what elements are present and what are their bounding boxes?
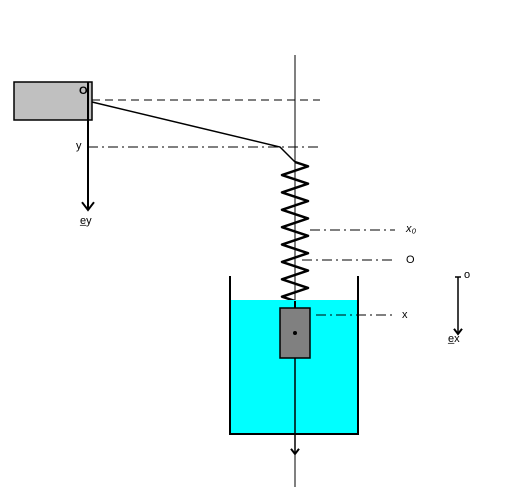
label-O2: O [406, 254, 415, 266]
label-ex: e̲x [448, 333, 460, 345]
diagram-canvas: O y e̲y x₀ O x o e̲x [0, 0, 515, 502]
diagram-svg [0, 0, 515, 502]
label-x0: x₀ [406, 223, 416, 235]
label-x: x [402, 309, 408, 321]
label-y: y [76, 140, 82, 152]
label-ey: e̲y [80, 215, 92, 227]
label-O: O [79, 85, 88, 97]
label-o-right: o [464, 269, 470, 281]
